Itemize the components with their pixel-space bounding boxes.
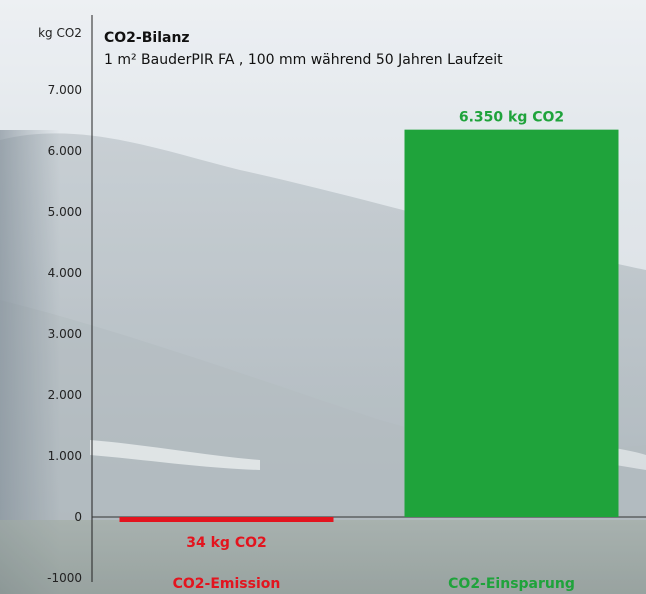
chart-subtitle: 1 m² BauderPIR FA , 100 mm während 50 Ja… xyxy=(104,52,503,68)
category-label: CO2-Einsparung xyxy=(448,576,575,592)
y-tick-label: 6.000 xyxy=(48,144,82,158)
bars xyxy=(119,129,619,522)
value-label: 6.350 kg CO2 xyxy=(459,110,564,126)
y-tick-label: 7.000 xyxy=(48,83,82,97)
category-labels: CO2-Emission CO2-Einsparung xyxy=(173,576,575,592)
y-tick-label: 0 xyxy=(74,510,82,524)
bar-co2-emission xyxy=(119,517,334,522)
value-label: 34 kg CO2 xyxy=(186,535,266,551)
y-tick-label: 3.000 xyxy=(48,327,82,341)
y-tick-label: 4.000 xyxy=(48,266,82,280)
bar-co2-einsparung xyxy=(404,129,619,517)
y-tick-label: 2.000 xyxy=(48,388,82,402)
y-tick-label: -1000 xyxy=(47,571,82,585)
category-label: CO2-Emission xyxy=(173,576,281,592)
y-tick-label: 5.000 xyxy=(48,205,82,219)
y-tick-labels: 7.000 6.000 5.000 4.000 3.000 2.000 1.000 0 -100… xyxy=(47,83,82,585)
value-labels: 34 kg CO2 6.350 kg CO2 xyxy=(186,110,564,551)
y-tick-label: 1.000 xyxy=(48,449,82,463)
y-axis-label: kg CO2 xyxy=(38,26,82,40)
chart-title: CO2-Bilanz xyxy=(104,30,190,46)
